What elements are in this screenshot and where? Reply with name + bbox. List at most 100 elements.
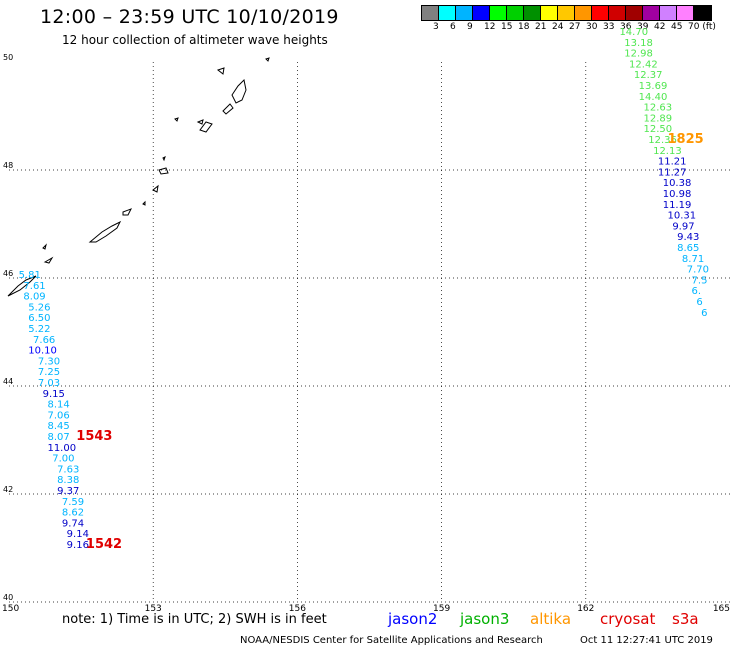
wave-height-value: 9.43 [677, 232, 699, 243]
wave-height-value: 10.10 [28, 346, 57, 357]
wave-height-value: 7.59 [62, 497, 84, 508]
lon-label: 156 [289, 604, 306, 614]
satellite-jason3: jason3 [460, 610, 510, 628]
scale-swatch [541, 6, 558, 20]
wave-height-value: 9.37 [57, 486, 79, 497]
wave-height-value: 7.06 [47, 410, 69, 421]
scale-swatch [609, 6, 626, 20]
wave-height-value: 12.63 [643, 103, 672, 114]
scale-label: 15 [501, 22, 513, 32]
wave-height-value: 6. [692, 286, 702, 297]
wave-height-value: 12.36 [648, 135, 677, 146]
scale-label: 6 [450, 22, 456, 32]
wave-height-value: 13.18 [624, 38, 653, 49]
scale-label: 39 [637, 22, 649, 32]
wave-height-value: 8.71 [682, 254, 704, 265]
lon-label: 165 [713, 604, 730, 614]
track-time-stamp: 1825 [668, 132, 704, 147]
scale-swatch [456, 6, 473, 20]
scale-label: 42 [654, 22, 666, 32]
lat-label: 42 [3, 485, 13, 494]
track-time-stamps: 1825 1543 1542 [76, 132, 703, 552]
wave-height-value: 5.22 [28, 324, 50, 335]
scale-swatch [626, 6, 643, 20]
wave-height-value: 7.30 [38, 356, 60, 367]
scale-swatch [507, 6, 524, 20]
wave-height-value: 8.62 [62, 508, 84, 519]
wave-height-value: 12.50 [643, 124, 672, 135]
wave-height-value: 10.98 [663, 189, 692, 200]
scale-swatch [575, 6, 592, 20]
scale-swatch [490, 6, 507, 20]
scale-label: 21 [535, 22, 547, 32]
wave-height-value: 9.16 [67, 540, 89, 551]
scale-swatch [643, 6, 660, 20]
wave-height-value: 10.31 [668, 211, 697, 222]
wave-height-value: 8.09 [23, 292, 45, 303]
scale-swatch [592, 6, 609, 20]
wave-height-value: 5.26 [28, 302, 50, 313]
scale-label: 18 [518, 22, 530, 32]
wave-height-value: 11.19 [663, 200, 692, 211]
wave-height-value: 5.81 [19, 270, 41, 281]
wave-height-value: 7.70 [687, 265, 709, 276]
wave-height-value: 8.45 [47, 421, 69, 432]
scale-swatch [524, 6, 541, 20]
wave-height-value: 9.15 [43, 389, 65, 400]
scale-label: 3 [433, 22, 439, 32]
lon-label: 159 [433, 604, 450, 614]
lat-label: 44 [3, 377, 13, 386]
lon-label: 162 [577, 604, 594, 614]
scale-label: 9 [467, 22, 473, 32]
wave-height-value: 7.03 [38, 378, 60, 389]
satellite-s3a: s3a [672, 610, 699, 628]
scale-label: 12 [484, 22, 496, 32]
wave-height-color-scale [421, 5, 712, 21]
scale-swatch [422, 6, 439, 20]
wave-height-value: 11.27 [658, 167, 687, 178]
wave-height-value: 7.5 [692, 275, 708, 286]
wave-height-value: 13.69 [639, 81, 668, 92]
scale-label: 36 [620, 22, 632, 32]
scale-label: 27 [569, 22, 581, 32]
satellite-altika: altika [530, 610, 572, 628]
wave-height-value: 8.14 [47, 400, 69, 411]
scale-swatch [677, 6, 694, 20]
scale-label: 24 [552, 22, 564, 32]
wave-height-value: 7.61 [23, 281, 45, 292]
lat-label: 48 [3, 161, 13, 170]
wave-height-value: 12.98 [624, 49, 653, 60]
wave-height-value: 8.38 [57, 475, 79, 486]
wave-height-value: 11.00 [47, 443, 76, 454]
wave-height-value: 7.66 [33, 335, 55, 346]
scale-swatch [473, 6, 490, 20]
wave-height-value: 12.13 [653, 146, 682, 157]
scale-label: 70 (ft) [688, 22, 716, 32]
scale-swatch [439, 6, 456, 20]
wave-height-value: 7.63 [57, 464, 79, 475]
scale-label: 30 [586, 22, 598, 32]
lat-label: 46 [3, 269, 13, 278]
wave-height-value: 11.21 [658, 157, 687, 168]
wave-height-value: 6 [701, 308, 707, 319]
wave-height-value: 7.25 [38, 367, 60, 378]
track-time-stamp: 1542 [86, 537, 122, 552]
wave-height-value: 8.07 [47, 432, 69, 443]
wave-height-value: 7.00 [52, 454, 74, 465]
satellite-cryosat: cryosat [600, 610, 656, 628]
scale-swatch [694, 6, 711, 20]
footer-date: Oct 11 12:27:41 UTC 2019 [580, 635, 713, 646]
page-subtitle: 12 hour collection of altimeter wave hei… [62, 33, 328, 47]
wave-height-value: 14.40 [639, 92, 668, 103]
wave-height-value: 14.70 [619, 27, 648, 38]
scale-label: 33 [603, 22, 615, 32]
lat-label: 50 [3, 53, 13, 62]
wave-height-value: 9.14 [67, 529, 89, 540]
wave-height-values: 5.817.618.095.266.505.227.6610.107.307.2… [19, 27, 709, 551]
footer-credit: NOAA/NESDIS Center for Satellite Applica… [240, 635, 543, 646]
wave-height-value: 12.37 [634, 70, 663, 81]
wave-height-value: 8.65 [677, 243, 699, 254]
lat-lon-grid: 50 48 46 44 42 40 150 153 156 159 162 165 [2, 53, 730, 614]
scale-swatch [558, 6, 575, 20]
